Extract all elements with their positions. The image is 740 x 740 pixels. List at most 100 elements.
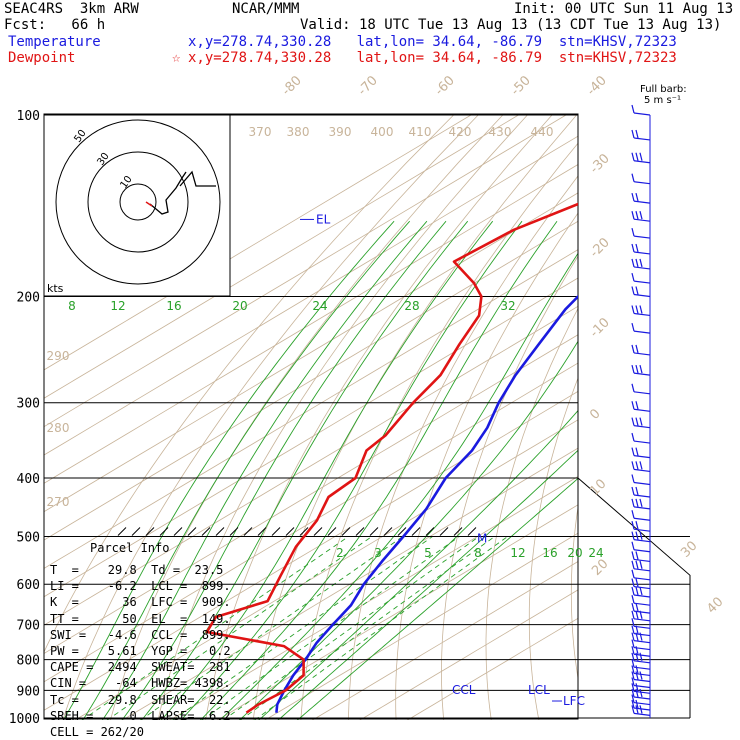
isotherm-line: [44, 114, 567, 428]
dry-adiabat-line: [691, 115, 740, 728]
wind-barb-flag: [635, 192, 639, 202]
wind-barb-flag: [631, 586, 635, 596]
theta-label: 420: [449, 125, 472, 139]
freezing-hatch: [299, 527, 309, 536]
wind-barb: [633, 455, 651, 459]
isotherm-label: -80: [279, 73, 305, 99]
wind-barb: [633, 160, 651, 164]
mixing-ratio-line: [140, 536, 403, 720]
hodograph-box: [43, 113, 231, 297]
wind-barb: [633, 640, 651, 644]
mixing-ratio-label: 16: [542, 546, 557, 560]
wind-barb-flag: [635, 632, 639, 641]
wind-barb-flag: [631, 521, 635, 530]
dry-adiabat-line: [612, 115, 740, 728]
freezing-hatch: [187, 527, 197, 536]
mixing-ratio-line: [254, 536, 508, 720]
parcel-info-row: SWI = -4.6 CCL = 899.: [50, 627, 231, 642]
level-annotation-lfc: LFC: [563, 694, 585, 708]
wind-barb: [633, 235, 651, 239]
wind-barb-flag: [635, 417, 639, 426]
dry-adiabat-line: [44, 114, 454, 653]
mixing-ratio-line: [106, 536, 373, 720]
wind-barb-flag: [631, 659, 635, 668]
wind-barb-flag: [631, 595, 635, 604]
wind-barb-flag: [631, 560, 635, 569]
isotherm-line: [44, 249, 578, 569]
wind-barb-flag: [631, 569, 635, 578]
hodograph-storm-motion: [179, 170, 216, 187]
isotherm-label: 10: [587, 477, 609, 499]
isotherm-line: [44, 114, 472, 371]
wind-barb-flag: [631, 677, 635, 686]
wind-barb-flag: [635, 625, 639, 634]
wind-barb-flag: [635, 652, 639, 661]
freezing-hatch: [117, 527, 127, 536]
wind-barb-flag: [635, 578, 639, 587]
wind-barb-flag: [631, 551, 635, 560]
isotherm-line: [44, 220, 578, 541]
wind-barb-flag: [635, 152, 639, 161]
wind-barb-flag: [639, 632, 643, 641]
wind-barb-flag: [631, 401, 635, 410]
wind-barb-flag: [631, 152, 635, 161]
mixing-ratio-label: 2: [336, 546, 344, 560]
dry-adiabat-line: [300, 142, 578, 720]
wind-barb: [633, 137, 651, 141]
parcel-info-row: LI = -6.2 LCL = 899.: [50, 579, 231, 594]
pressure-tick-label: 1000: [9, 712, 40, 727]
wind-barb-flag: [631, 498, 635, 508]
wind-barb-flag: [631, 578, 635, 587]
wind-barb-flag: [639, 417, 643, 426]
wind-barb-flag: [635, 551, 639, 560]
parcel-info-row: CAPE = 2494 SWEAT= 281: [50, 660, 231, 675]
wind-barb-flag: [635, 498, 639, 508]
mixing-ratio-label: 20: [567, 546, 582, 560]
wind-barb: [633, 678, 651, 683]
barb-legend-line2: 5 m s⁻¹: [644, 95, 681, 106]
freezing-hatch: [411, 527, 421, 536]
wind-barb: [633, 585, 651, 590]
parcel-info-title: Parcel Info: [90, 541, 170, 555]
level-annotation-ccl: CCL: [452, 683, 476, 697]
wind-barb-flag: [635, 602, 639, 612]
model-title: SEAC4RS 3km ARW: [4, 1, 139, 17]
isotherm-line: [44, 305, 578, 626]
freezing-hatch: [369, 527, 379, 536]
isotherm-label: 0: [587, 406, 603, 422]
mixing-ratio-line: [239, 536, 495, 720]
isotherm-line: [44, 135, 578, 456]
wind-barb: [633, 218, 651, 222]
dry-adiabat-line: [252, 114, 577, 720]
hodograph-ring: [119, 183, 157, 221]
isotherm-line: [44, 334, 578, 654]
isotherm-label: -40: [584, 73, 610, 99]
wind-barb-flag: [631, 632, 635, 641]
freezing-hatch: [271, 527, 281, 536]
mixing-ratio-label: 24: [588, 546, 603, 560]
wind-barb: [633, 425, 651, 429]
wind-barb-flag: [631, 618, 635, 627]
mixing-ratio-line: [222, 536, 480, 720]
wind-barb-flag: [631, 258, 635, 268]
theta-label: 370: [249, 125, 272, 139]
moist-adiabat-label: 8: [68, 299, 76, 313]
pressure-tick-label: 100: [17, 109, 40, 124]
moist-adiabat-label: 28: [404, 299, 419, 313]
wind-barb-flag: [635, 211, 639, 220]
freezing-hatch: [131, 527, 141, 536]
wind-barb-flag: [631, 671, 635, 680]
theta-label: 410: [409, 125, 432, 139]
freezing-hatch: [355, 527, 365, 536]
isotherm-line: [44, 277, 578, 598]
wind-barb-flag: [635, 461, 639, 470]
wind-barb-flag: [631, 322, 635, 332]
isotherm-line: [44, 114, 519, 399]
wind-barb-flag: [631, 447, 635, 456]
wind-barb-flag: [635, 610, 639, 619]
wind-barb-flag: [635, 305, 639, 314]
wind-barb-flag: [631, 688, 635, 698]
wind-barb-flag: [639, 705, 643, 714]
pressure-tick-label: 400: [17, 472, 40, 487]
hodograph-ring: [55, 119, 221, 285]
